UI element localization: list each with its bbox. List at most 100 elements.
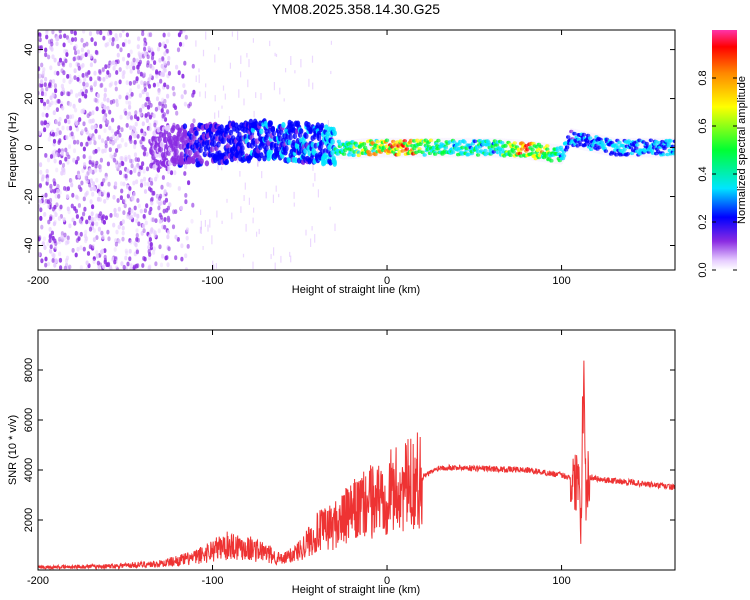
spectrogram-noise-blob (130, 163, 134, 169)
spectrogram-noise-blob (75, 194, 79, 200)
spectrogram-noise-blob (89, 186, 93, 192)
spectrogram-noise-blob (143, 89, 147, 95)
spectrogram-noise-blob (93, 41, 97, 47)
spectrogram-ridge-cell (462, 140, 467, 144)
spectrogram-noise-blob (95, 213, 99, 219)
spectrogram-streak (205, 83, 207, 88)
spectrogram-noise-blob (129, 170, 133, 175)
spectrogram-noise-blob (62, 217, 66, 223)
spectrogram-streak (253, 110, 255, 118)
spectrogram-noise-blob (153, 60, 157, 65)
spectrogram-noise-blob (89, 87, 94, 93)
spectrogram-noise-blob (96, 196, 101, 202)
spectrogram-ridge-halo (582, 130, 584, 151)
spectrogram-ridge-cell (373, 152, 378, 157)
spectrogram-ridge-halo (257, 130, 259, 151)
spectrogram-noise-blob (166, 60, 170, 66)
spectrogram-noise-blob (104, 175, 108, 181)
spectrogram-noise-blob (90, 125, 94, 130)
spectrogram-noise-blob (83, 76, 87, 82)
spectrogram-ridge-cell (519, 147, 525, 151)
spectrogram-ridge-cell (171, 125, 176, 131)
spectrogram-noise-blob (63, 33, 67, 39)
spectrogram-ridge-halo (387, 137, 388, 158)
spectrogram-noise-blob (70, 182, 74, 188)
spectrogram-noise-blob (45, 86, 49, 92)
spectrogram-noise-blob (74, 159, 79, 165)
spectrogram-ridge-halo (265, 130, 267, 151)
spectrogram-streak (317, 189, 319, 198)
spectrogram-noise-blob (56, 36, 60, 42)
spectrogram-noise-blob (124, 173, 128, 179)
spectrogram-noise-blob (82, 246, 86, 252)
spectrogram-noise-blob (51, 206, 56, 212)
spectrogram-noise-blob (109, 136, 113, 142)
spectrogram-ridge-halo (354, 139, 356, 159)
spectrogram-noise-blob (136, 64, 140, 70)
spectrogram-noise-blob (60, 231, 64, 236)
spectrogram-noise-blob (125, 250, 129, 256)
spectrogram-noise-blob (116, 59, 120, 64)
spectrogram-ridge-cell (545, 144, 550, 148)
spectrogram-ridge-halo (338, 138, 340, 159)
spectrogram-noise-blob (77, 62, 81, 68)
spectrogram-noise-blob (115, 36, 119, 42)
spectrogram-noise-blob (149, 229, 153, 235)
spectrogram-streak (252, 217, 254, 224)
spectrogram-noise-blob (133, 152, 138, 158)
spectrogram-ridge-cell (274, 151, 280, 158)
spectrogram-noise-blob (142, 132, 146, 138)
spectrogram-ridge-cell (508, 153, 513, 157)
spectrogram-streak (239, 171, 241, 177)
spectrogram-noise-blob (116, 198, 120, 203)
spectrogram-ridge-cell (284, 145, 289, 152)
spectrogram-noise-blob (46, 203, 51, 209)
spectrogram-noise-blob (103, 198, 107, 204)
spectrogram-noise-blob (167, 71, 172, 76)
spectrogram-streak (252, 261, 254, 269)
spectrogram-noise-blob (124, 38, 128, 44)
spectrogram-ridge-halo (366, 138, 368, 158)
spectrogram-noise-blob (148, 210, 152, 216)
spectrogram-noise-blob (63, 265, 67, 270)
spectrogram-noise-blob (117, 224, 121, 230)
spectrogram-noise-blob (137, 51, 141, 56)
spectrogram-noise-blob (38, 66, 41, 72)
spectrogram-noise-blob (144, 220, 148, 226)
spectrogram-streak (327, 120, 329, 127)
spectrogram-noise-blob (55, 41, 59, 47)
spectrogram-noise-blob (80, 180, 84, 186)
spectrogram-noise-blob (64, 147, 68, 153)
spectrogram-noise-blob (132, 65, 136, 71)
spectrogram-ridge-halo (603, 135, 605, 156)
spectrogram-noise-blob (130, 208, 134, 214)
spectrogram-ridge-halo (177, 136, 179, 157)
spectrogram-noise-blob (102, 178, 106, 183)
spectrogram-streak (240, 206, 242, 213)
spectrogram-noise-blob (130, 92, 134, 97)
spectrogram-noise-blob (49, 95, 53, 101)
spectrogram-noise-blob (64, 156, 68, 162)
spectrogram-noise-blob (39, 169, 43, 175)
spectrogram-streak (248, 197, 250, 205)
spectrogram-ridge-cell (268, 120, 273, 127)
spectrogram-streak (279, 87, 281, 95)
spectrogram-noise-blob (91, 243, 95, 249)
spectrogram-noise-blob (142, 223, 146, 229)
spectrogram-ridge-halo (489, 137, 491, 158)
snr-panel: -200 -100 0 100 2000 4000 6000 8000 Height of s… (7, 329, 676, 596)
y-tick-label: -40 (23, 238, 35, 254)
spectrogram-ridge-cell (396, 152, 401, 157)
spectrogram-noise-blob (133, 168, 137, 174)
spectrogram-noise-blob (70, 131, 74, 137)
spectrogram-ridge-halo (643, 137, 645, 158)
spectrogram-noise-blob (146, 181, 150, 187)
spectrogram-ridge-cell (228, 129, 234, 136)
spectrogram-noise-blob (146, 54, 150, 60)
spectrogram-streak (272, 194, 274, 204)
spectrogram-ridge-cell (319, 148, 325, 155)
spectrogram-noise-blob (143, 83, 147, 89)
spectrogram-noise-blob (142, 256, 146, 261)
spectrogram-noise-blob (126, 115, 130, 120)
